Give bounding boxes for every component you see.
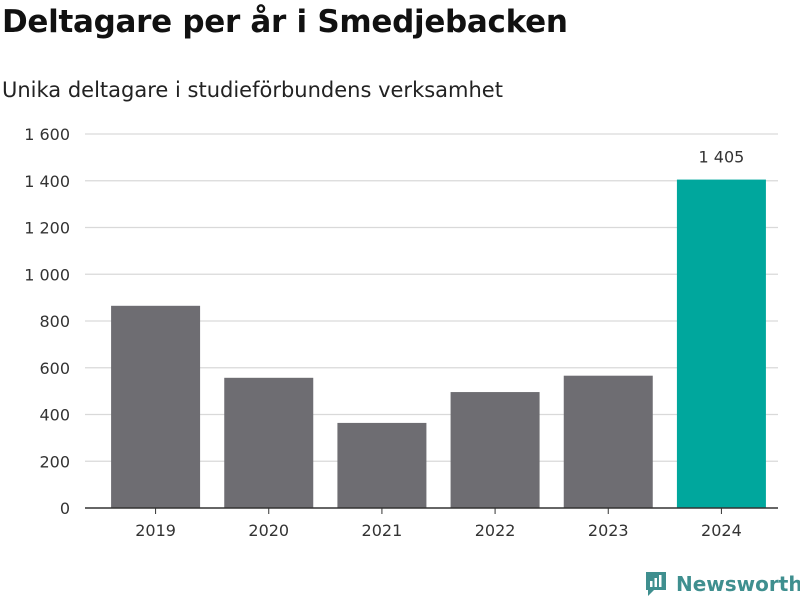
y-tick-label: 1 600 — [24, 125, 70, 144]
bar-2022 — [450, 392, 540, 508]
x-tick-label: 2020 — [248, 521, 289, 540]
x-tick-label: 2024 — [701, 521, 742, 540]
newsworthy-logo-icon — [646, 572, 666, 596]
bar-2019 — [111, 305, 201, 508]
bar-2023 — [563, 375, 653, 508]
y-tick-label: 200 — [39, 452, 70, 471]
y-tick-label: 800 — [39, 312, 70, 331]
x-tick-label: 2022 — [475, 521, 516, 540]
y-tick-label: 1 400 — [24, 172, 70, 191]
x-tick-label: 2023 — [588, 521, 629, 540]
y-tick-label: 0 — [60, 499, 70, 518]
chart-subtitle: Unika deltagare i studieförbundens verks… — [2, 78, 503, 102]
y-tick-label: 400 — [39, 406, 70, 425]
bar-2020 — [224, 377, 314, 508]
bar-2021 — [337, 422, 427, 508]
y-tick-label: 1 000 — [24, 265, 70, 284]
data-label-2024: 1 405 — [699, 148, 745, 167]
bar-2024 — [676, 179, 766, 509]
x-tick-label: 2019 — [135, 521, 176, 540]
chart-title: Deltagare per år i Smedjebacken — [2, 4, 568, 40]
y-tick-label: 1 200 — [24, 219, 70, 238]
x-tick-label: 2021 — [362, 521, 403, 540]
bar-chart: 0 200 400 600 800 1 000 1 200 1 400 1 600 2019 202… — [24, 125, 778, 540]
y-tick-label: 600 — [39, 359, 70, 378]
newsworthy-logo-text: Newsworthy — [676, 572, 800, 596]
newsworthy-logo: Newsworthy — [644, 570, 800, 598]
